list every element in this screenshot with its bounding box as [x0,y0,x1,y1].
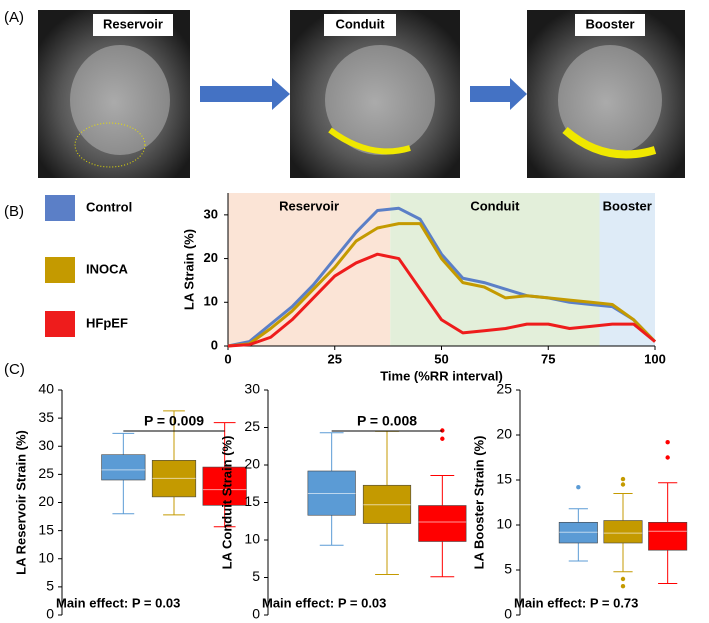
outlier [620,482,626,487]
outlier [665,440,670,445]
y-axis-label: LA Conduit Strain (%) [219,436,234,570]
outlier [665,455,670,460]
x-tick-label: 0 [224,351,231,366]
y-tick-label: 20 [244,456,260,472]
y-tick-label: 30 [244,381,260,397]
mri-heart [558,45,662,155]
region [228,193,391,346]
label-box [324,14,396,36]
x-tick-label: 25 [328,351,342,366]
x-tick-label: 100 [644,351,666,366]
region-label: Reservoir [279,198,339,213]
mri-contour [562,126,657,159]
y-tick-label: 0 [252,606,260,622]
mri-contour [328,127,411,155]
y-tick-label: 10 [204,294,218,309]
significance-label: P = 0.009 [144,413,204,429]
box [202,466,247,506]
mri-images: Reservoir Conduit Booster [38,10,685,178]
region [390,193,600,346]
y-tick-label: 20 [496,426,512,442]
y-tick-label: 40 [38,381,54,397]
y-tick-label: 25 [38,465,54,481]
y-tick-label: 25 [496,381,512,397]
panel-label: (C) [4,361,25,378]
y-tick-label: 0 [46,606,54,622]
y-tick-label: 25 [244,418,260,434]
y-tick-label: 0 [211,337,218,352]
outlier [620,584,626,589]
y-tick-label: 10 [496,516,512,532]
arrow [200,78,290,110]
y-tick-label: 15 [38,521,54,537]
y-tick-label: 5 [252,568,260,584]
outlier [620,476,626,482]
main-effect: Main effect: P = 0.03 [56,595,180,610]
y-tick-label: 20 [38,493,54,509]
outlier [576,485,581,490]
series-line [227,252,656,348]
y-tick-label: 20 [204,250,218,265]
image-label: Booster [585,16,634,31]
y-tick-label: 30 [38,437,54,453]
mri-heart [70,45,170,155]
y-axis-label: LA Strain (%) [181,229,196,310]
legend-swatch [45,311,75,337]
outlier [440,436,445,441]
legend-label: INOCA [86,261,129,276]
y-tick-label: 10 [38,549,54,565]
series-line [227,206,657,348]
label-box [93,14,173,36]
legend-swatch [45,195,75,221]
mri-contour [74,122,146,168]
main-effect: Main effect: P = 0.03 [262,595,386,610]
region [599,193,655,346]
panel-label: (A) [4,9,24,26]
y-axis-label: LA Booster Strain (%) [471,436,486,570]
label-box [575,14,645,36]
y-axis-label: LA Reservoir Strain (%) [13,430,28,575]
x-tick-label: 50 [434,351,448,366]
box [603,520,643,544]
y-tick-label: 0 [504,606,512,622]
y-tick-label: 35 [38,409,54,425]
image-label: Conduit [335,16,385,31]
image-label: Reservoir [103,16,163,31]
region-label: Conduit [470,198,520,213]
legend-swatch [45,257,75,283]
y-tick-label: 15 [496,471,512,487]
legend-label: Control [86,199,132,214]
arrow [470,78,527,110]
y-tick-label: 10 [244,531,260,547]
y-tick-label: 30 [204,206,218,221]
x-tick-label: 75 [541,351,555,366]
series-line [227,222,657,348]
y-tick-label: 5 [46,578,54,594]
panel-label: (B) [4,203,24,220]
y-tick-label: 5 [504,561,512,577]
box [418,505,467,542]
mri-heart [325,45,435,155]
y-tick-label: 15 [244,493,260,509]
x-axis-label: Time (%RR interval) [380,368,503,383]
main-effect: Main effect: P = 0.73 [514,595,638,610]
box [101,454,146,481]
region-label: Booster [603,198,652,213]
legend-label: HFpEF [86,315,128,330]
outlier [620,576,626,582]
significance-label: P = 0.008 [357,413,417,429]
box [648,521,688,551]
